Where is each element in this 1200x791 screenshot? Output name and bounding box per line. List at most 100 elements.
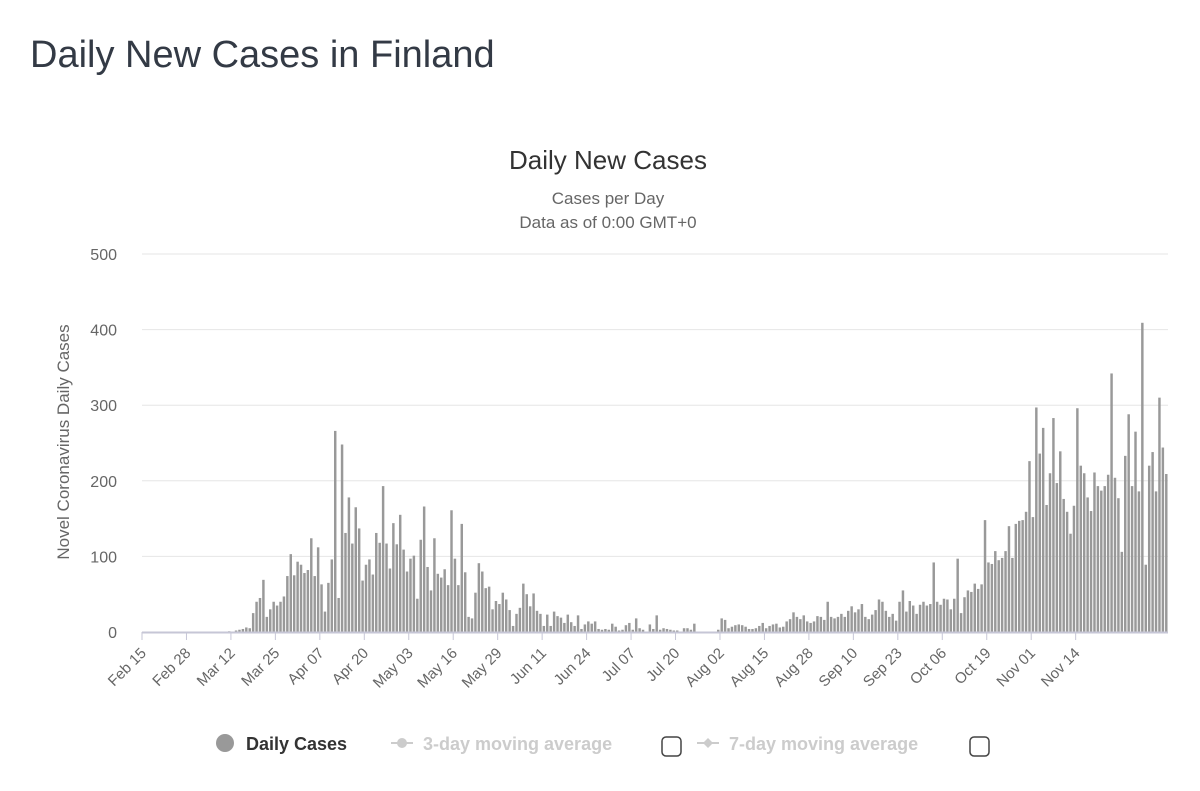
bar[interactable]: [894, 620, 898, 632]
bar[interactable]: [279, 601, 282, 632]
bar[interactable]: [1069, 533, 1072, 632]
bar[interactable]: [676, 630, 679, 632]
bar[interactable]: [1072, 505, 1076, 632]
bar[interactable]: [303, 573, 306, 632]
bar[interactable]: [1100, 490, 1103, 632]
bar[interactable]: [286, 576, 289, 632]
bar[interactable]: [1134, 431, 1137, 632]
bar[interactable]: [501, 592, 505, 632]
bar[interactable]: [935, 601, 939, 632]
bar[interactable]: [505, 599, 508, 632]
bar[interactable]: [932, 562, 935, 632]
bar[interactable]: [494, 601, 498, 632]
bar[interactable]: [617, 630, 621, 632]
bar[interactable]: [310, 538, 313, 632]
bar[interactable]: [1127, 414, 1130, 632]
bar[interactable]: [963, 597, 966, 632]
bar[interactable]: [980, 584, 983, 632]
bar[interactable]: [265, 616, 269, 632]
bar[interactable]: [409, 558, 412, 632]
bar[interactable]: [528, 606, 532, 632]
bar[interactable]: [857, 609, 860, 632]
bar[interactable]: [959, 613, 963, 632]
bar[interactable]: [1124, 455, 1127, 632]
bar[interactable]: [255, 601, 258, 632]
bar[interactable]: [498, 604, 501, 632]
legend-item-3-day-average[interactable]: 3-day moving average: [391, 734, 612, 754]
bar[interactable]: [234, 630, 238, 632]
bar[interactable]: [864, 616, 867, 632]
bar[interactable]: [621, 629, 624, 632]
checkbox-3-day-average[interactable]: [661, 736, 682, 757]
bar[interactable]: [652, 628, 655, 632]
bar[interactable]: [1052, 418, 1055, 632]
bar[interactable]: [258, 597, 262, 632]
bar[interactable]: [422, 506, 426, 633]
bar[interactable]: [522, 583, 525, 632]
bar[interactable]: [1076, 408, 1079, 632]
bar[interactable]: [631, 629, 634, 632]
bar[interactable]: [245, 627, 248, 632]
bar[interactable]: [853, 612, 857, 632]
bar[interactable]: [925, 605, 929, 632]
bar[interactable]: [1137, 491, 1141, 632]
bar[interactable]: [351, 543, 354, 632]
legend-item-7-day-average[interactable]: 7-day moving average: [697, 734, 918, 754]
bar[interactable]: [655, 615, 658, 632]
bar[interactable]: [905, 611, 908, 632]
bar[interactable]: [248, 628, 251, 632]
bar[interactable]: [251, 613, 255, 632]
bar[interactable]: [368, 559, 371, 632]
bar[interactable]: [1130, 486, 1134, 632]
bar[interactable]: [747, 628, 751, 632]
bar[interactable]: [638, 628, 641, 632]
bar[interactable]: [1103, 486, 1106, 632]
bar[interactable]: [525, 594, 528, 632]
bar[interactable]: [600, 629, 604, 632]
bar[interactable]: [1062, 498, 1065, 632]
bar[interactable]: [1028, 461, 1031, 632]
bar[interactable]: [395, 544, 399, 632]
bar[interactable]: [587, 621, 590, 632]
bar[interactable]: [518, 607, 522, 632]
bar[interactable]: [542, 625, 546, 632]
bar[interactable]: [412, 555, 416, 632]
bar[interactable]: [1147, 465, 1151, 632]
bar[interactable]: [987, 562, 990, 632]
bar[interactable]: [292, 575, 296, 632]
bar[interactable]: [823, 619, 826, 632]
bar[interactable]: [624, 625, 628, 632]
bar[interactable]: [775, 623, 778, 632]
bar[interactable]: [1021, 520, 1024, 632]
bar[interactable]: [1045, 504, 1048, 632]
bar[interactable]: [1110, 373, 1113, 632]
bar[interactable]: [1035, 407, 1038, 632]
bar[interactable]: [590, 623, 593, 632]
bar[interactable]: [450, 510, 453, 632]
bar[interactable]: [881, 601, 884, 632]
bar[interactable]: [262, 579, 265, 632]
bar[interactable]: [847, 610, 850, 632]
bar[interactable]: [569, 622, 573, 632]
bar[interactable]: [764, 628, 768, 632]
bar[interactable]: [306, 570, 310, 632]
bar[interactable]: [751, 628, 754, 632]
bar[interactable]: [433, 538, 436, 632]
bar[interactable]: [1106, 474, 1110, 632]
bar[interactable]: [976, 588, 980, 632]
bar[interactable]: [908, 601, 912, 632]
bar[interactable]: [915, 613, 918, 632]
bar[interactable]: [758, 625, 761, 632]
bar[interactable]: [532, 593, 535, 632]
bar[interactable]: [1024, 511, 1028, 632]
bar[interactable]: [1059, 451, 1062, 632]
bar[interactable]: [922, 601, 925, 632]
bar[interactable]: [337, 597, 340, 632]
bar[interactable]: [641, 629, 645, 632]
bar[interactable]: [607, 629, 611, 632]
bar[interactable]: [416, 598, 419, 632]
bar[interactable]: [1065, 511, 1069, 632]
bar[interactable]: [717, 629, 720, 632]
checkbox-7-day-average[interactable]: [969, 736, 990, 757]
bar[interactable]: [375, 532, 378, 632]
